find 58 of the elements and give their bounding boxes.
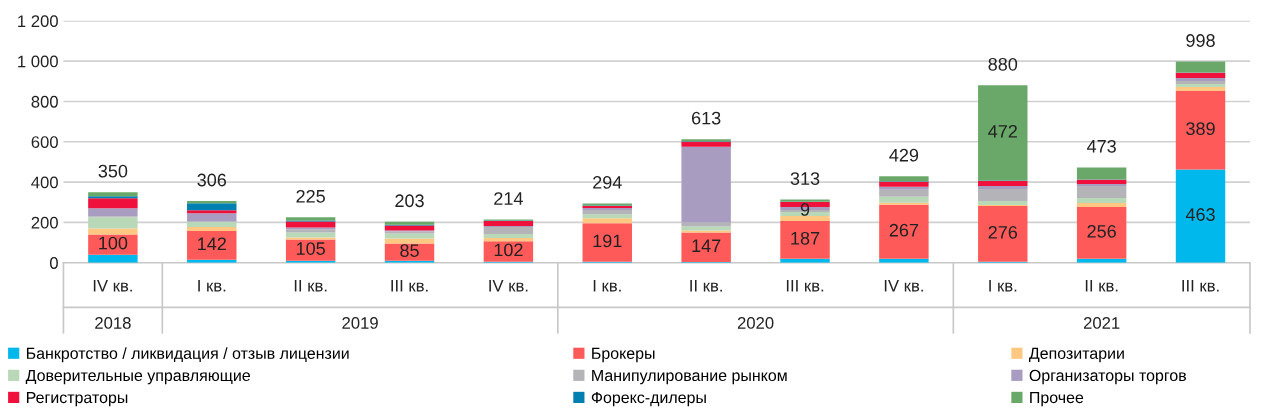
data-label: 389 xyxy=(1186,122,1215,136)
y-tick-label: 800 xyxy=(31,95,58,108)
y-tick-label: 600 xyxy=(31,136,58,148)
x-tick-label: II кв. xyxy=(690,279,722,292)
data-label: 85 xyxy=(400,244,419,257)
data-label: 256 xyxy=(1087,224,1116,238)
legend-label: Манипулирование рынком xyxy=(592,369,787,385)
x-tick-label: III кв. xyxy=(1182,279,1219,292)
total-label: 613 xyxy=(692,111,721,125)
y-tick-label: 400 xyxy=(31,176,58,189)
total-label: 429 xyxy=(889,148,919,162)
y-tick-label: 0 xyxy=(49,257,58,269)
data-label: 105 xyxy=(296,242,325,255)
total-label: 998 xyxy=(1186,34,1215,47)
legend-label: Банкротство / ликвидация / отзыв лицензии xyxy=(26,347,349,363)
total-label: 350 xyxy=(98,164,128,178)
data-label: 267 xyxy=(889,223,919,237)
data-label: 147 xyxy=(692,239,721,252)
x-tick-label: I кв. xyxy=(593,279,621,292)
legend-label: Брокеры xyxy=(592,347,655,363)
x-tick-label: I кв. xyxy=(989,279,1017,292)
total-label: 225 xyxy=(296,189,325,203)
data-label: 187 xyxy=(791,231,820,245)
total-label: 313 xyxy=(790,172,820,185)
y-tick-label: 1 200 xyxy=(18,15,58,28)
text: 2019 xyxy=(342,317,378,329)
total-label: 294 xyxy=(593,176,622,189)
data-label: 142 xyxy=(198,237,226,251)
data-label: 472 xyxy=(988,124,1017,138)
y-tick-label: 1 000 xyxy=(18,55,58,68)
text: 2018 xyxy=(95,317,131,329)
x-tick-label: I кв. xyxy=(198,279,226,292)
y-tick-label: 200 xyxy=(31,216,58,229)
total-label: 473 xyxy=(1087,139,1116,153)
legend-label: Прочее xyxy=(1030,392,1084,407)
x-tick-label: II кв. xyxy=(1085,279,1118,292)
legend-label: Доверительные управляющие xyxy=(25,369,250,385)
x-tick-label: II кв. xyxy=(294,279,327,292)
data-label: 463 xyxy=(1185,208,1215,221)
x-tick-label: III кв. xyxy=(391,279,428,292)
data-label: 191 xyxy=(593,234,622,248)
total-label: 880 xyxy=(988,57,1018,71)
total-label: 214 xyxy=(494,192,523,205)
x-tick-label: IV кв. xyxy=(884,279,923,292)
x-tick-label: III кв. xyxy=(786,279,824,292)
legend-label: Регистраторы xyxy=(26,392,128,407)
legend-label: Форекс-дилеры xyxy=(591,391,706,407)
legend-label: Депозитарии xyxy=(1029,347,1124,363)
data-label: 276 xyxy=(988,225,1018,239)
data-label: 102 xyxy=(494,243,523,257)
text: 2021 xyxy=(1083,317,1120,329)
x-tick-label: IV кв. xyxy=(489,279,528,292)
legend-label: Организаторы торгов xyxy=(1029,369,1186,385)
total-label: 306 xyxy=(197,173,227,187)
text: 2020 xyxy=(737,317,774,329)
data-label: 100 xyxy=(99,236,128,250)
x-tick-label: IV кв. xyxy=(93,279,132,292)
total-label: 203 xyxy=(395,194,424,208)
